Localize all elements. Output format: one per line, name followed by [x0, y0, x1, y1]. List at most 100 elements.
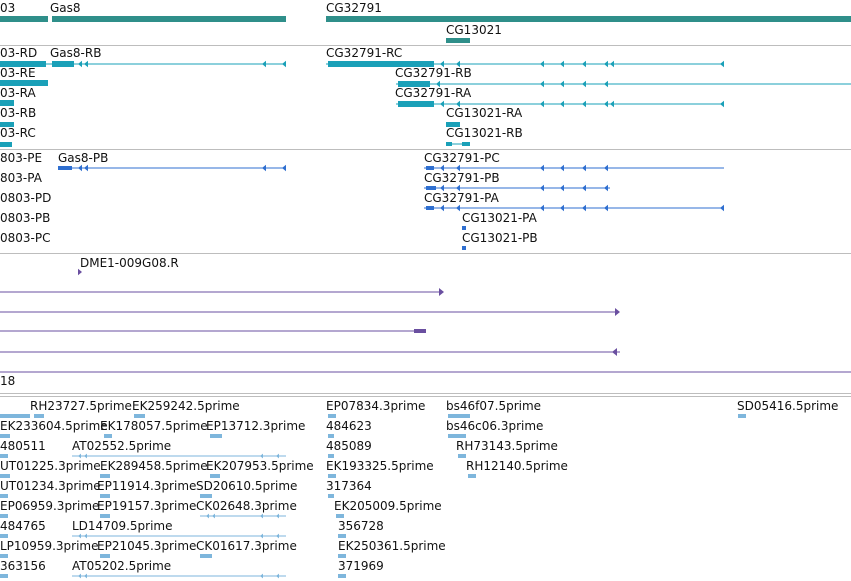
protein-strand-arrow[interactable]: [440, 184, 444, 192]
transcript-strand-arrow[interactable]: [720, 100, 724, 108]
protein-strand-arrow[interactable]: [282, 164, 286, 172]
transcript-strand-arrow[interactable]: [560, 80, 564, 88]
transcript-exon[interactable]: [328, 61, 434, 67]
transcript-strand-arrow[interactable]: [262, 60, 266, 68]
transcript-strand-arrow[interactable]: [78, 60, 82, 68]
est-block[interactable]: [100, 554, 110, 558]
protein-strand-arrow[interactable]: [560, 164, 564, 172]
est-block[interactable]: [100, 514, 110, 518]
est-block[interactable]: [100, 494, 110, 498]
protein-strand-arrow[interactable]: [456, 204, 460, 212]
transcript-exon[interactable]: [0, 122, 14, 127]
transcript-strand-arrow[interactable]: [610, 100, 614, 108]
transcript-exon[interactable]: [0, 80, 48, 86]
est-strand-arrow[interactable]: [78, 573, 81, 579]
est-strand-arrow[interactable]: [78, 453, 81, 459]
transcript-strand-arrow[interactable]: [720, 60, 724, 68]
est-block[interactable]: [0, 494, 8, 498]
protein-strand-arrow[interactable]: [440, 204, 444, 212]
clone-end-marker[interactable]: [414, 329, 426, 333]
transcript-strand-arrow[interactable]: [540, 100, 544, 108]
transcript-strand-arrow[interactable]: [436, 80, 440, 88]
transcript-strand-arrow[interactable]: [582, 100, 586, 108]
est-block[interactable]: [0, 574, 8, 578]
est-block[interactable]: [328, 454, 334, 458]
transcript-strand-arrow[interactable]: [582, 80, 586, 88]
transcript-strand-arrow[interactable]: [560, 100, 564, 108]
est-block[interactable]: [0, 434, 10, 438]
transcript-strand-arrow[interactable]: [540, 80, 544, 88]
est-block[interactable]: [34, 414, 44, 418]
est-strand-arrow[interactable]: [260, 453, 263, 459]
est-block[interactable]: [448, 414, 470, 418]
est-block[interactable]: [338, 574, 346, 578]
transcript-exon[interactable]: [446, 122, 460, 127]
protein-strand-arrow[interactable]: [582, 164, 586, 172]
est-strand-arrow[interactable]: [206, 513, 209, 519]
transcript-strand-arrow[interactable]: [440, 60, 444, 68]
protein-strand-arrow[interactable]: [456, 164, 460, 172]
est-strand-arrow[interactable]: [276, 573, 279, 579]
est-block[interactable]: [328, 414, 336, 418]
transcript-exon[interactable]: [462, 142, 470, 146]
est-block[interactable]: [0, 454, 8, 458]
transcript-exon[interactable]: [398, 81, 430, 87]
est-block[interactable]: [200, 494, 212, 498]
est-block[interactable]: [210, 474, 220, 478]
protein-strand-arrow[interactable]: [582, 184, 586, 192]
est-block[interactable]: [104, 434, 112, 438]
protein-exon[interactable]: [426, 206, 434, 210]
protein-strand-arrow[interactable]: [604, 184, 608, 192]
transcript-strand-arrow[interactable]: [540, 60, 544, 68]
transcript-exon[interactable]: [0, 61, 46, 67]
est-block[interactable]: [458, 454, 466, 458]
est-block[interactable]: [0, 414, 30, 418]
est-block[interactable]: [328, 474, 336, 478]
est-strand-arrow[interactable]: [276, 513, 279, 519]
est-block[interactable]: [336, 514, 344, 518]
est-block[interactable]: [448, 434, 466, 438]
transcript-strand-arrow[interactable]: [282, 60, 286, 68]
est-block[interactable]: [468, 474, 476, 478]
est-block[interactable]: [738, 414, 746, 418]
protein-strand-arrow[interactable]: [78, 164, 82, 172]
protein-strand-arrow[interactable]: [560, 204, 564, 212]
transcript-exon[interactable]: [446, 142, 452, 146]
protein-strand-arrow[interactable]: [582, 204, 586, 212]
transcript-exon[interactable]: [0, 142, 12, 147]
transcript-strand-arrow[interactable]: [456, 60, 460, 68]
clone-end-marker[interactable]: [439, 288, 444, 296]
est-strand-arrow[interactable]: [78, 533, 81, 539]
transcript-strand-arrow[interactable]: [610, 60, 614, 68]
gene-bar[interactable]: [0, 16, 48, 22]
gene-bar[interactable]: [326, 16, 851, 22]
est-block[interactable]: [328, 434, 334, 438]
est-strand-arrow[interactable]: [276, 533, 279, 539]
transcript-strand-arrow[interactable]: [604, 100, 608, 108]
est-block[interactable]: [338, 534, 346, 538]
est-strand-arrow[interactable]: [260, 533, 263, 539]
est-block[interactable]: [134, 414, 145, 418]
protein-strand-arrow[interactable]: [540, 184, 544, 192]
est-strand-arrow[interactable]: [260, 573, 263, 579]
est-block[interactable]: [210, 434, 222, 438]
est-strand-arrow[interactable]: [260, 513, 263, 519]
est-block[interactable]: [0, 534, 8, 538]
est-block[interactable]: [0, 554, 8, 558]
gene-bar[interactable]: [52, 16, 286, 22]
protein-exon[interactable]: [462, 226, 466, 230]
protein-strand-arrow[interactable]: [560, 184, 564, 192]
est-strand-arrow[interactable]: [84, 533, 87, 539]
transcript-strand-arrow[interactable]: [560, 60, 564, 68]
protein-strand-arrow[interactable]: [604, 164, 608, 172]
est-strand-arrow[interactable]: [84, 453, 87, 459]
protein-strand-arrow[interactable]: [720, 204, 724, 212]
protein-strand-arrow[interactable]: [604, 204, 608, 212]
gene-bar[interactable]: [446, 38, 470, 43]
protein-exon[interactable]: [462, 246, 466, 250]
est-block[interactable]: [0, 514, 8, 518]
protein-exon[interactable]: [426, 166, 434, 170]
transcript-exon[interactable]: [52, 61, 74, 67]
est-block[interactable]: [328, 494, 334, 498]
protein-strand-arrow[interactable]: [456, 184, 460, 192]
